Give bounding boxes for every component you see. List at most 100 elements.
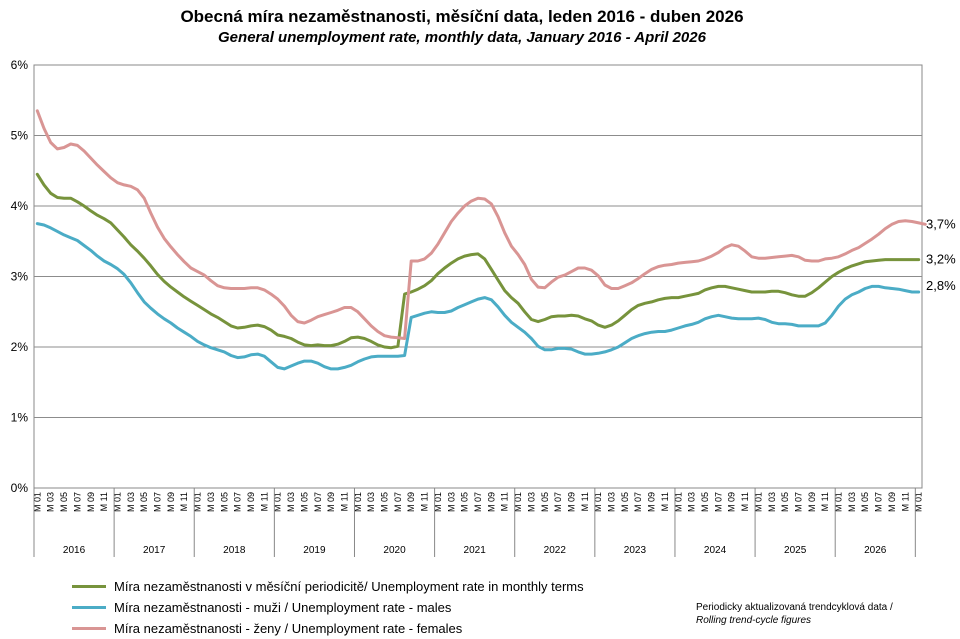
x-month-tick-label: M 05 (540, 492, 550, 512)
x-month-tick-label: M 11 (99, 492, 109, 511)
x-month-tick-label: M 01 (273, 492, 283, 512)
x-month-tick-label: M 07 (473, 492, 483, 512)
x-month-tick-label: M 05 (700, 492, 710, 512)
x-month-tick-label: M 09 (166, 492, 176, 512)
x-month-tick-label: M 03 (526, 492, 536, 512)
x-year-label: 2019 (303, 545, 326, 556)
x-month-tick-label: M 03 (607, 492, 617, 512)
x-year-label: 2026 (864, 545, 887, 556)
x-month-tick-label: M 07 (233, 492, 243, 512)
x-month-tick-label: M 05 (59, 492, 69, 512)
x-month-tick-label: M 09 (647, 492, 657, 512)
x-month-tick-label: M 01 (32, 492, 42, 512)
y-tick-label: 0% (11, 481, 29, 495)
footnote: Periodicky aktualizovaná trendcyklová da… (696, 601, 893, 627)
x-month-tick-label: M 03 (446, 492, 456, 512)
x-month-tick-label: M 11 (420, 492, 430, 511)
x-month-tick-label: M 03 (847, 492, 857, 512)
x-year-label: 2021 (464, 545, 487, 556)
x-month-tick-label: M 07 (72, 492, 82, 512)
x-month-tick-label: M 07 (633, 492, 643, 512)
legend-swatch-total (72, 585, 106, 588)
x-month-tick-label: M 11 (580, 492, 590, 511)
x-month-tick-label: M 05 (460, 492, 470, 512)
x-month-tick-label: M 07 (153, 492, 163, 512)
x-month-tick-label: M 01 (834, 492, 844, 512)
end-value-label: 2,8% (926, 278, 956, 293)
x-month-tick-label: M 07 (553, 492, 563, 512)
x-month-tick-label: M 05 (860, 492, 870, 512)
x-month-tick-label: M 11 (339, 492, 349, 511)
x-month-tick-label: M 05 (780, 492, 790, 512)
x-month-tick-label: M 03 (206, 492, 216, 512)
x-year-label: 2023 (624, 545, 647, 556)
x-month-tick-label: M 01 (914, 492, 924, 512)
x-month-tick-label: M 07 (393, 492, 403, 512)
x-month-tick-label: M 11 (179, 492, 189, 511)
legend-label-total: Míra nezaměstnanosti v měsíční periodici… (114, 579, 584, 594)
legend-swatch-males (72, 606, 106, 609)
x-month-tick-label: M 01 (112, 492, 122, 512)
series-line-1 (35, 222, 921, 371)
footnote-line-2: Rolling trend-cycle figures (696, 615, 812, 626)
x-month-tick-label: M 11 (820, 492, 830, 511)
legend-swatch-females (72, 627, 106, 630)
x-month-tick-label: M 05 (139, 492, 149, 512)
x-month-tick-label: M 09 (566, 492, 576, 512)
x-month-tick-label: M 01 (433, 492, 443, 512)
x-month-tick-label: M 11 (500, 492, 510, 511)
y-tick-label: 6% (11, 58, 29, 72)
x-month-tick-label: M 03 (46, 492, 56, 512)
x-month-tick-label: M 07 (313, 492, 323, 512)
x-month-tick-label: M 01 (593, 492, 603, 512)
x-month-tick-label: M 03 (286, 492, 296, 512)
x-month-tick-label: M 07 (793, 492, 803, 512)
x-year-label: 2022 (544, 545, 567, 556)
legend-item-total: Míra nezaměstnanosti v měsíční periodici… (72, 576, 584, 597)
x-month-tick-label: M 03 (687, 492, 697, 512)
x-year-label: 2025 (784, 545, 807, 556)
x-year-label: 2020 (383, 545, 406, 556)
x-month-tick-label: M 09 (406, 492, 416, 512)
x-month-tick-label: M 05 (299, 492, 309, 512)
x-month-tick-label: M 03 (126, 492, 136, 512)
x-month-tick-label: M 09 (887, 492, 897, 512)
x-month-tick-label: M 09 (86, 492, 96, 512)
y-tick-label: 2% (11, 340, 29, 354)
x-month-tick-label: M 09 (727, 492, 737, 512)
x-month-tick-label: M 03 (366, 492, 376, 512)
x-month-tick-label: M 09 (326, 492, 336, 512)
x-month-tick-label: M 01 (193, 492, 203, 512)
x-month-tick-label: M 11 (259, 492, 269, 511)
chart-title: Obecná míra nezaměstnanosti, měsíční dat… (180, 7, 744, 26)
x-month-tick-label: M 01 (753, 492, 763, 512)
legend: Míra nezaměstnanosti v měsíční periodici… (72, 576, 584, 639)
y-tick-label: 4% (11, 199, 29, 213)
x-year-label: 2016 (63, 545, 86, 556)
end-value-label: 3,2% (926, 252, 956, 267)
x-month-tick-label: M 07 (874, 492, 884, 512)
x-month-tick-label: M 05 (380, 492, 390, 512)
x-month-tick-label: M 01 (673, 492, 683, 512)
legend-label-males: Míra nezaměstnanosti - muži / Unemployme… (114, 600, 452, 615)
legend-item-females: Míra nezaměstnanosti - ženy / Unemployme… (72, 618, 584, 639)
x-month-tick-label: M 11 (900, 492, 910, 511)
x-month-tick-label: M 03 (767, 492, 777, 512)
x-year-label: 2018 (223, 545, 246, 556)
series-line-0 (35, 172, 921, 350)
x-month-tick-label: M 11 (740, 492, 750, 511)
end-value-label: 3,7% (926, 216, 956, 231)
x-month-tick-label: M 01 (353, 492, 363, 512)
x-year-label: 2024 (704, 545, 727, 556)
x-month-tick-label: M 09 (807, 492, 817, 512)
x-month-tick-label: M 09 (246, 492, 256, 512)
x-month-tick-label: M 05 (620, 492, 630, 512)
y-tick-label: 5% (11, 129, 29, 143)
x-month-tick-label: M 07 (713, 492, 723, 512)
x-month-tick-label: M 09 (486, 492, 496, 512)
chart-subtitle: General unemployment rate, monthly data,… (218, 29, 706, 46)
y-tick-label: 1% (11, 411, 29, 425)
y-tick-label: 3% (11, 270, 29, 284)
legend-item-males: Míra nezaměstnanosti - muži / Unemployme… (72, 597, 584, 618)
footnote-line-1: Periodicky aktualizovaná trendcyklová da… (696, 602, 893, 613)
